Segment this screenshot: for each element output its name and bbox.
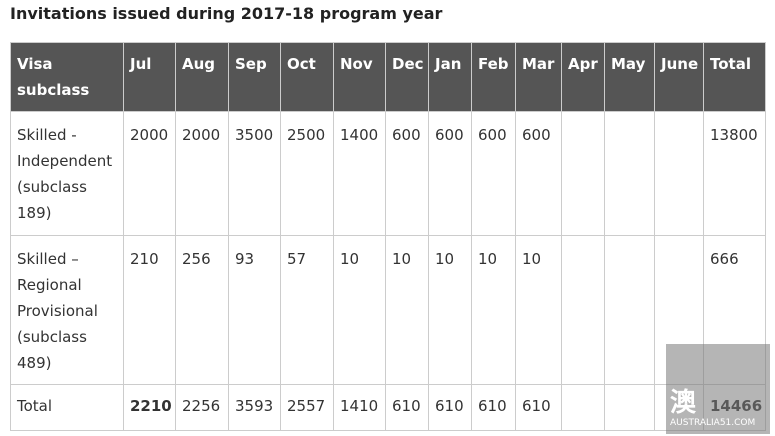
table-cell: 610 — [515, 384, 562, 431]
table-cell: 10 — [333, 235, 386, 385]
table-row: Skilled – Regional Provisional (subclass… — [10, 235, 766, 385]
table-cell: 10 — [471, 235, 516, 385]
table-cell: 210 — [123, 235, 176, 385]
table-cell: 10 — [428, 235, 472, 385]
table-row: Skilled - Independent (subclass 189) 2000… — [10, 111, 766, 236]
header-cell: Visa subclass — [10, 42, 124, 112]
header-cell: Aug — [175, 42, 229, 112]
header-cell: Nov — [333, 42, 386, 112]
table-cell: 2557 — [280, 384, 334, 431]
table-cell: 600 — [385, 111, 429, 236]
table-cell — [561, 235, 605, 385]
table-cell: 10 — [515, 235, 562, 385]
header-cell: Dec — [385, 42, 429, 112]
header-cell: Mar — [515, 42, 562, 112]
table-cell — [561, 384, 605, 431]
page-title: Invitations issued during 2017-18 progra… — [10, 4, 443, 23]
table-cell: 93 — [228, 235, 281, 385]
table-cell: 610 — [428, 384, 472, 431]
table-row: Total22102256359325571410610610610610144… — [10, 384, 766, 431]
table-cell: Skilled - Independent (subclass 189) — [10, 111, 124, 236]
table-cell — [604, 235, 655, 385]
header-row: Visa subclass Jul Aug Sep Oct Nov Dec Jan Feb Mar… — [10, 42, 766, 112]
header-cell: Feb — [471, 42, 516, 112]
header-cell: Sep — [228, 42, 281, 112]
table-cell: 57 — [280, 235, 334, 385]
table-cell: 10 — [385, 235, 429, 385]
header-cell: Apr — [561, 42, 605, 112]
invitations-table: Visa subclass Jul Aug Sep Oct Nov Dec Jan Feb Mar… — [10, 42, 766, 431]
table-cell: 2256 — [175, 384, 229, 431]
table-cell: 1410 — [333, 384, 386, 431]
table-cell: 2500 — [280, 111, 334, 236]
table-cell: 256 — [175, 235, 229, 385]
table-cell: 2210 — [123, 384, 176, 431]
table-cell: Total — [10, 384, 124, 431]
table-cell — [604, 111, 655, 236]
header-cell: Jan — [428, 42, 472, 112]
table-cell: 1400 — [333, 111, 386, 236]
watermark: 澳 AUSTRALIA51.COM — [666, 344, 770, 434]
header-cell: Oct — [280, 42, 334, 112]
header-cell: June — [654, 42, 704, 112]
watermark-site: AUSTRALIA51.COM — [670, 418, 756, 428]
header-cell: Jul — [123, 42, 176, 112]
table-cell: Skilled – Regional Provisional (subclass… — [10, 235, 124, 385]
table-cell — [604, 384, 655, 431]
header-cell: Total — [703, 42, 766, 112]
table-cell: 610 — [471, 384, 516, 431]
table-cell: 13800 — [703, 111, 766, 236]
table-cell: 600 — [515, 111, 562, 236]
header-cell: May — [604, 42, 655, 112]
table-cell: 2000 — [123, 111, 176, 236]
table-cell — [654, 111, 704, 236]
table-cell: 3593 — [228, 384, 281, 431]
watermark-glyph: 澳 — [670, 388, 697, 418]
table-cell: 600 — [471, 111, 516, 236]
table-cell: 3500 — [228, 111, 281, 236]
table-body: Skilled - Independent (subclass 189) 2000… — [10, 111, 766, 431]
table-cell: 610 — [385, 384, 429, 431]
table-cell: 600 — [428, 111, 472, 236]
table-cell: 2000 — [175, 111, 229, 236]
table-cell — [561, 111, 605, 236]
